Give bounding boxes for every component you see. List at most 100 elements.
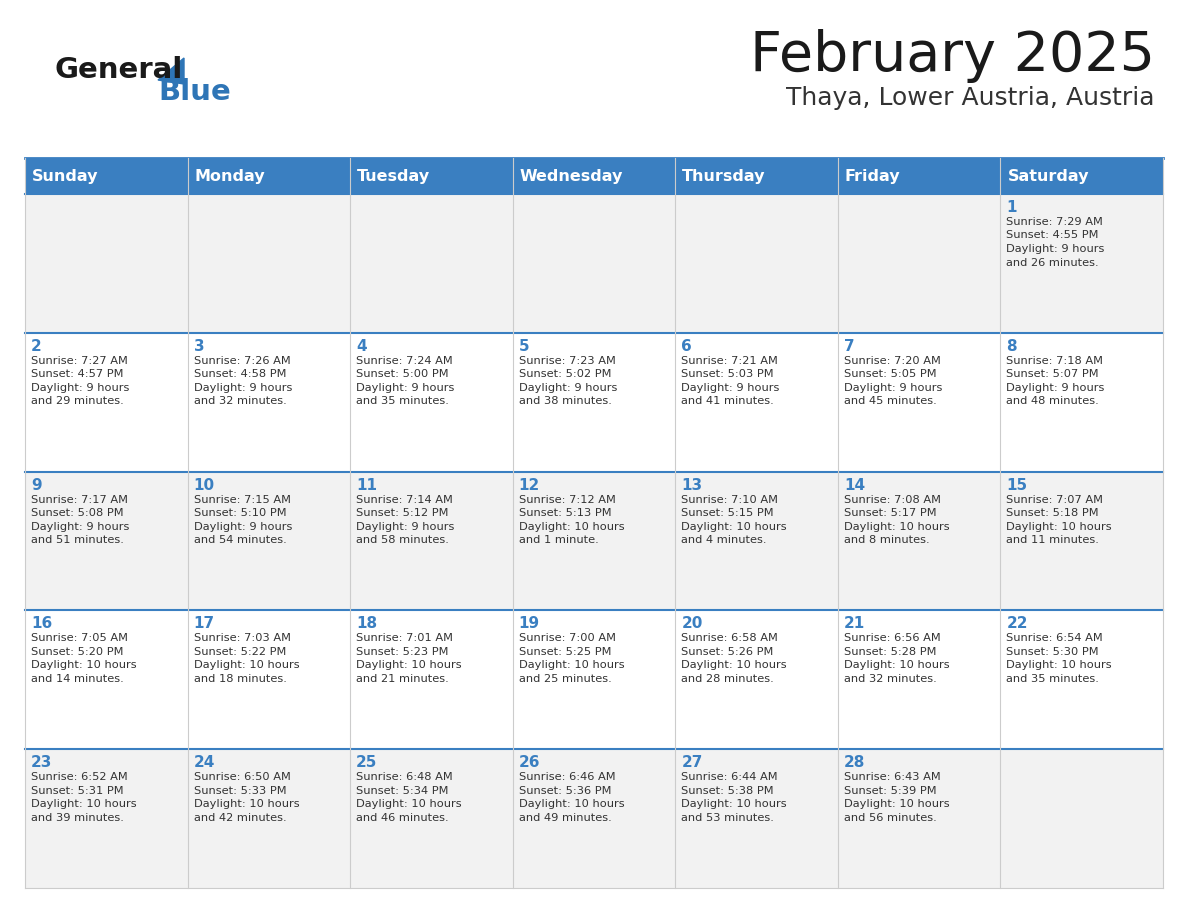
Text: Sunset: 5:08 PM: Sunset: 5:08 PM	[31, 508, 124, 518]
Text: Sunset: 5:02 PM: Sunset: 5:02 PM	[519, 369, 611, 379]
Text: Sunrise: 7:29 AM: Sunrise: 7:29 AM	[1006, 217, 1104, 227]
Bar	[188, 158, 350, 194]
Text: and 58 minutes.: and 58 minutes.	[356, 535, 449, 545]
Bar	[188, 472, 350, 610]
Text: 2: 2	[31, 339, 42, 353]
Text: 10: 10	[194, 477, 215, 493]
Text: and 1 minute.: and 1 minute.	[519, 535, 599, 545]
Text: Sunrise: 7:20 AM: Sunrise: 7:20 AM	[843, 356, 941, 365]
Text: Sunset: 5:10 PM: Sunset: 5:10 PM	[194, 508, 286, 518]
Text: Daylight: 9 hours: Daylight: 9 hours	[194, 521, 292, 532]
Text: Daylight: 10 hours: Daylight: 10 hours	[31, 800, 137, 809]
Text: Daylight: 9 hours: Daylight: 9 hours	[356, 383, 455, 393]
Bar	[675, 194, 838, 333]
Text: and 42 minutes.: and 42 minutes.	[194, 812, 286, 823]
Bar	[350, 194, 513, 333]
Text: and 35 minutes.: and 35 minutes.	[1006, 674, 1099, 684]
Text: 12: 12	[519, 477, 541, 493]
Text: Sunrise: 7:24 AM: Sunrise: 7:24 AM	[356, 356, 453, 365]
Text: and 29 minutes.: and 29 minutes.	[31, 397, 124, 407]
Bar	[513, 749, 675, 888]
Text: Sunset: 5:34 PM: Sunset: 5:34 PM	[356, 786, 449, 796]
Text: Daylight: 10 hours: Daylight: 10 hours	[681, 521, 786, 532]
Text: Sunset: 5:39 PM: Sunset: 5:39 PM	[843, 786, 936, 796]
Text: and 56 minutes.: and 56 minutes.	[843, 812, 936, 823]
Text: and 39 minutes.: and 39 minutes.	[31, 812, 124, 823]
Text: Daylight: 10 hours: Daylight: 10 hours	[356, 660, 462, 670]
Text: Sunrise: 6:44 AM: Sunrise: 6:44 AM	[681, 772, 778, 782]
Text: Daylight: 9 hours: Daylight: 9 hours	[1006, 383, 1105, 393]
Text: 17: 17	[194, 616, 215, 632]
Text: Sunrise: 7:27 AM: Sunrise: 7:27 AM	[31, 356, 128, 365]
Text: Sunrise: 7:03 AM: Sunrise: 7:03 AM	[194, 633, 291, 644]
Text: Daylight: 10 hours: Daylight: 10 hours	[843, 521, 949, 532]
Text: and 38 minutes.: and 38 minutes.	[519, 397, 612, 407]
Bar	[1000, 333, 1163, 472]
Text: Sunrise: 6:52 AM: Sunrise: 6:52 AM	[31, 772, 128, 782]
Text: Blue: Blue	[158, 78, 230, 106]
Text: Sunset: 5:17 PM: Sunset: 5:17 PM	[843, 508, 936, 518]
Text: 9: 9	[31, 477, 42, 493]
Text: Wednesday: Wednesday	[519, 169, 623, 184]
Text: Daylight: 10 hours: Daylight: 10 hours	[843, 800, 949, 809]
Bar	[25, 333, 188, 472]
Text: 4: 4	[356, 339, 367, 353]
Bar	[25, 194, 188, 333]
Text: 11: 11	[356, 477, 377, 493]
Bar	[350, 610, 513, 749]
Text: Sunrise: 7:23 AM: Sunrise: 7:23 AM	[519, 356, 615, 365]
Text: Daylight: 9 hours: Daylight: 9 hours	[681, 383, 779, 393]
Text: 7: 7	[843, 339, 854, 353]
Text: Sunrise: 6:50 AM: Sunrise: 6:50 AM	[194, 772, 290, 782]
Text: Sunrise: 7:17 AM: Sunrise: 7:17 AM	[31, 495, 128, 505]
Text: Sunset: 5:28 PM: Sunset: 5:28 PM	[843, 647, 936, 657]
Text: Sunday: Sunday	[32, 169, 99, 184]
Bar	[350, 472, 513, 610]
Bar	[1000, 749, 1163, 888]
Text: 1: 1	[1006, 200, 1017, 215]
Text: Daylight: 9 hours: Daylight: 9 hours	[1006, 244, 1105, 254]
Text: 3: 3	[194, 339, 204, 353]
Text: 13: 13	[681, 477, 702, 493]
Bar	[188, 610, 350, 749]
Text: Daylight: 10 hours: Daylight: 10 hours	[356, 800, 462, 809]
Text: 8: 8	[1006, 339, 1017, 353]
Text: Sunset: 4:57 PM: Sunset: 4:57 PM	[31, 369, 124, 379]
Text: Sunset: 5:33 PM: Sunset: 5:33 PM	[194, 786, 286, 796]
Text: Sunrise: 6:46 AM: Sunrise: 6:46 AM	[519, 772, 615, 782]
Text: and 32 minutes.: and 32 minutes.	[194, 397, 286, 407]
Text: General: General	[55, 56, 183, 84]
Text: 19: 19	[519, 616, 539, 632]
Text: Sunrise: 7:15 AM: Sunrise: 7:15 AM	[194, 495, 291, 505]
Bar	[188, 333, 350, 472]
Bar	[188, 194, 350, 333]
Text: Sunset: 5:12 PM: Sunset: 5:12 PM	[356, 508, 449, 518]
Bar	[25, 749, 188, 888]
Text: Daylight: 10 hours: Daylight: 10 hours	[31, 660, 137, 670]
Text: Sunrise: 7:18 AM: Sunrise: 7:18 AM	[1006, 356, 1104, 365]
Text: Daylight: 9 hours: Daylight: 9 hours	[843, 383, 942, 393]
Bar	[838, 194, 1000, 333]
Text: Sunrise: 6:43 AM: Sunrise: 6:43 AM	[843, 772, 941, 782]
Text: 21: 21	[843, 616, 865, 632]
Bar	[838, 749, 1000, 888]
Text: Sunrise: 7:14 AM: Sunrise: 7:14 AM	[356, 495, 453, 505]
Polygon shape	[158, 58, 184, 84]
Text: Sunset: 5:23 PM: Sunset: 5:23 PM	[356, 647, 449, 657]
Bar	[1000, 610, 1163, 749]
Text: Sunset: 5:38 PM: Sunset: 5:38 PM	[681, 786, 773, 796]
Text: 27: 27	[681, 756, 702, 770]
Bar	[350, 333, 513, 472]
Text: 28: 28	[843, 756, 865, 770]
Text: and 11 minutes.: and 11 minutes.	[1006, 535, 1099, 545]
Text: Sunset: 4:55 PM: Sunset: 4:55 PM	[1006, 230, 1099, 241]
Text: Daylight: 10 hours: Daylight: 10 hours	[1006, 521, 1112, 532]
Bar	[675, 610, 838, 749]
Text: Monday: Monday	[195, 169, 265, 184]
Text: and 32 minutes.: and 32 minutes.	[843, 674, 936, 684]
Text: Sunset: 5:31 PM: Sunset: 5:31 PM	[31, 786, 124, 796]
Text: Thaya, Lower Austria, Austria: Thaya, Lower Austria, Austria	[786, 86, 1155, 110]
Text: Sunrise: 7:12 AM: Sunrise: 7:12 AM	[519, 495, 615, 505]
Text: Sunrise: 7:01 AM: Sunrise: 7:01 AM	[356, 633, 453, 644]
Bar	[838, 158, 1000, 194]
